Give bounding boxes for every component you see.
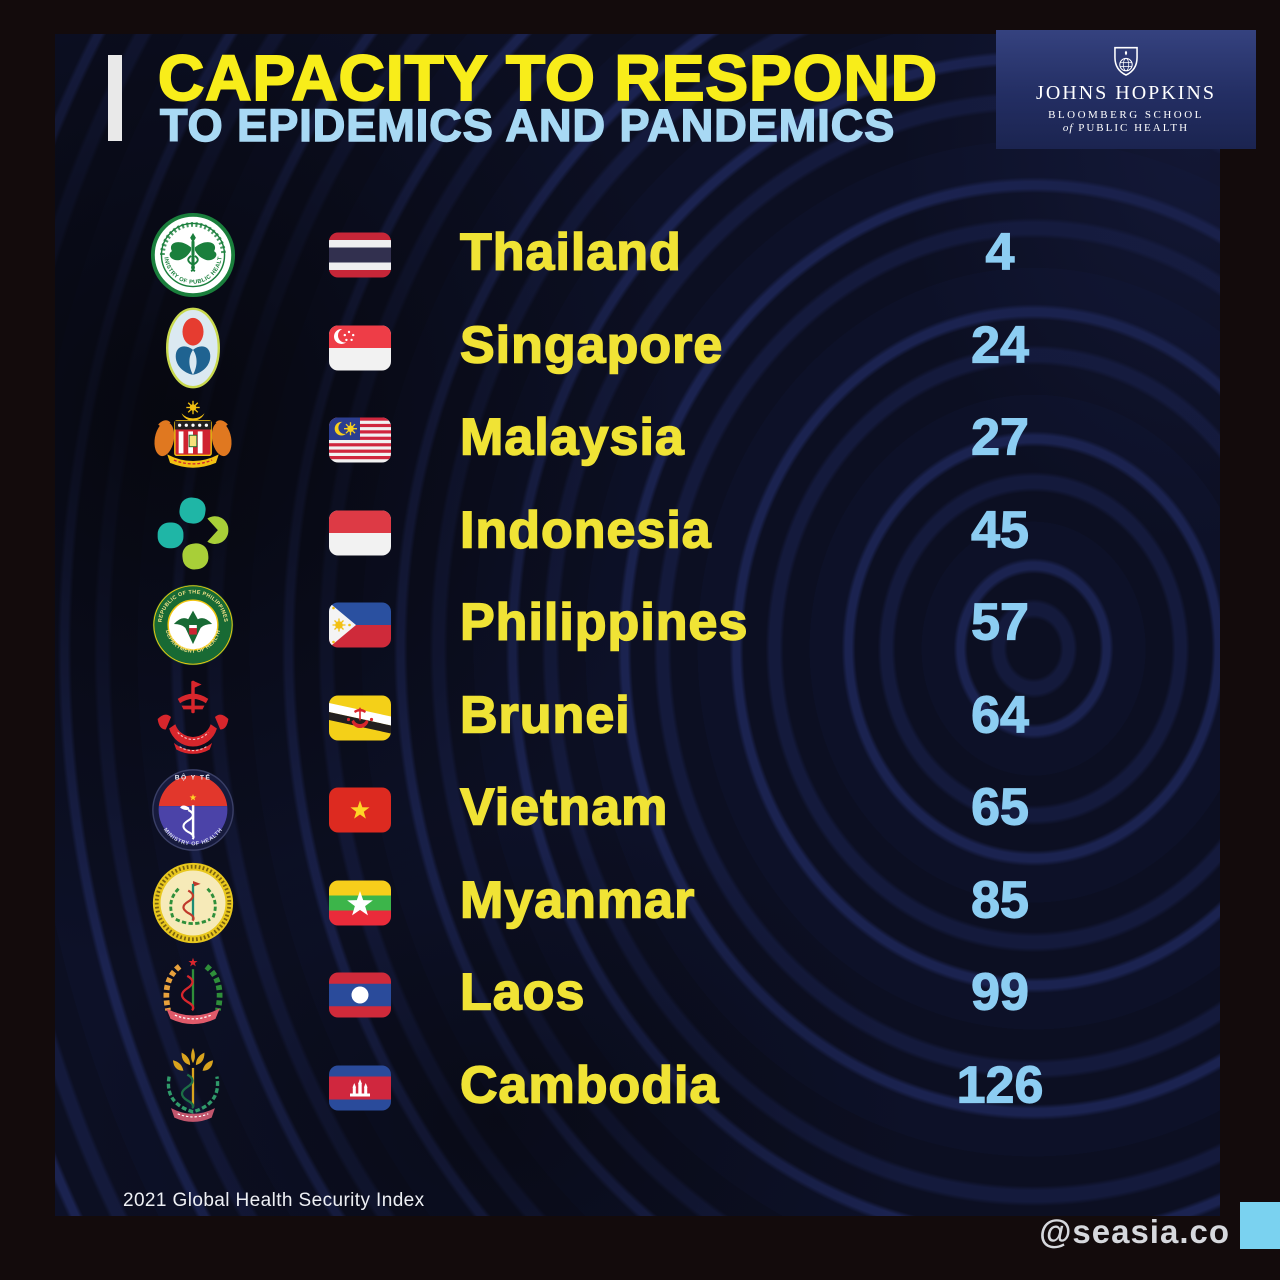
country-name: Thailand (459, 223, 682, 283)
country-rank: 24 (970, 316, 1029, 375)
country-name: Vietnam (459, 778, 669, 838)
myanmar-moh-seal-icon (150, 860, 236, 946)
cambodia-flag-icon (329, 1065, 391, 1111)
country-ranking-list: MINISTRY OF PUBLIC HEALTH Thailand 4 (0, 209, 1280, 1134)
source-citation: 2021 Global Health Security Index (123, 1190, 425, 1211)
country-name: Malaysia (459, 408, 685, 468)
country-rank: 64 (970, 686, 1029, 745)
country-name: Laos (459, 963, 586, 1023)
johns-hopkins-logo-panel: JOHNS HOPKINS BLOOMBERG SCHOOL of PUBLIC… (996, 30, 1256, 149)
malaysia-flag-icon (329, 417, 391, 463)
philippines-doh-seal-icon: REPUBLIC OF THE PHILIPPINES DEPARTMENT O… (150, 582, 236, 668)
johns-hopkins-shield-icon (1114, 46, 1138, 76)
swirl-background (55, 34, 1220, 1216)
country-row-thailand: MINISTRY OF PUBLIC HEALTH Thailand 4 (0, 209, 1280, 302)
malaysia-coat-of-arms-icon (150, 397, 236, 483)
country-row-brunei: Brunei 64 (0, 672, 1280, 765)
svg-text:BỘ Y TẾ: BỘ Y TẾ (175, 772, 211, 782)
thailand-moph-seal-icon: MINISTRY OF PUBLIC HEALTH (150, 212, 236, 298)
country-name: Singapore (459, 316, 724, 376)
country-row-singapore: Singapore 24 (0, 302, 1280, 395)
country-rank: 85 (970, 871, 1029, 930)
vietnam-moh-seal-icon: BỘ Y TẾ MINISTRY OF HEALTH (150, 767, 236, 853)
brunei-national-emblem-icon (150, 675, 236, 761)
country-row-myanmar: Myanmar 85 (0, 857, 1280, 950)
cambodia-moh-emblem-icon (150, 1045, 236, 1131)
country-rank: 4 (985, 223, 1015, 282)
country-row-philippines: REPUBLIC OF THE PHILIPPINES DEPARTMENT O… (0, 579, 1280, 672)
country-row-laos: Laos 99 (0, 949, 1280, 1042)
indonesia-flag-icon (329, 510, 391, 556)
laos-flag-icon (329, 972, 391, 1018)
country-rank: 65 (970, 778, 1029, 837)
page-subtitle: TO EPIDEMICS AND PANDEMICS (159, 100, 896, 151)
bloomberg-school-label: BLOOMBERG SCHOOL (1048, 108, 1204, 121)
public-health-label: of PUBLIC HEALTH (1062, 121, 1190, 134)
publisher-handle: @seasia.co (1039, 1213, 1230, 1250)
country-name: Indonesia (459, 501, 712, 560)
country-rank: 99 (970, 963, 1029, 1022)
corner-accent-tab (1240, 1202, 1280, 1249)
brunei-flag-icon (329, 695, 391, 741)
country-name: Cambodia (459, 1056, 720, 1116)
philippines-flag-icon (329, 602, 391, 648)
country-name: Brunei (459, 686, 631, 746)
country-name: Myanmar (459, 871, 696, 931)
vietnam-flag-icon (329, 787, 391, 833)
country-rank: 45 (970, 501, 1029, 560)
thailand-flag-icon (329, 232, 391, 278)
singapore-flag-icon (329, 325, 391, 371)
myanmar-flag-icon (329, 880, 391, 926)
singapore-moh-logo-icon (150, 305, 236, 391)
country-name: Philippines (459, 593, 749, 653)
country-rank: 126 (956, 1056, 1044, 1115)
title-accent-bar (108, 55, 122, 141)
country-rank: 27 (970, 408, 1029, 467)
country-row-cambodia: Cambodia 126 (0, 1042, 1280, 1135)
country-row-malaysia: Malaysia 27 (0, 394, 1280, 487)
johns-hopkins-name: JOHNS HOPKINS (1036, 81, 1216, 104)
country-row-indonesia: Indonesia 45 (0, 487, 1280, 580)
country-row-vietnam: BỘ Y TẾ MINISTRY OF HEALTH Vietnam 65 (0, 764, 1280, 857)
page-title: CAPACITY TO RESPOND (157, 42, 938, 114)
laos-moh-emblem-icon (150, 952, 236, 1038)
country-rank: 57 (970, 593, 1029, 652)
indonesia-kemenkes-logo-icon (150, 490, 236, 576)
